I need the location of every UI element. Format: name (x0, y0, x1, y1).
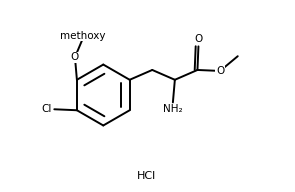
Text: methoxy: methoxy (60, 31, 106, 41)
Text: NH₂: NH₂ (163, 104, 183, 114)
Text: HCl: HCl (137, 170, 156, 181)
Text: O: O (71, 52, 79, 62)
Text: O: O (216, 66, 224, 76)
Text: Cl: Cl (41, 104, 51, 114)
Text: O: O (194, 34, 203, 44)
